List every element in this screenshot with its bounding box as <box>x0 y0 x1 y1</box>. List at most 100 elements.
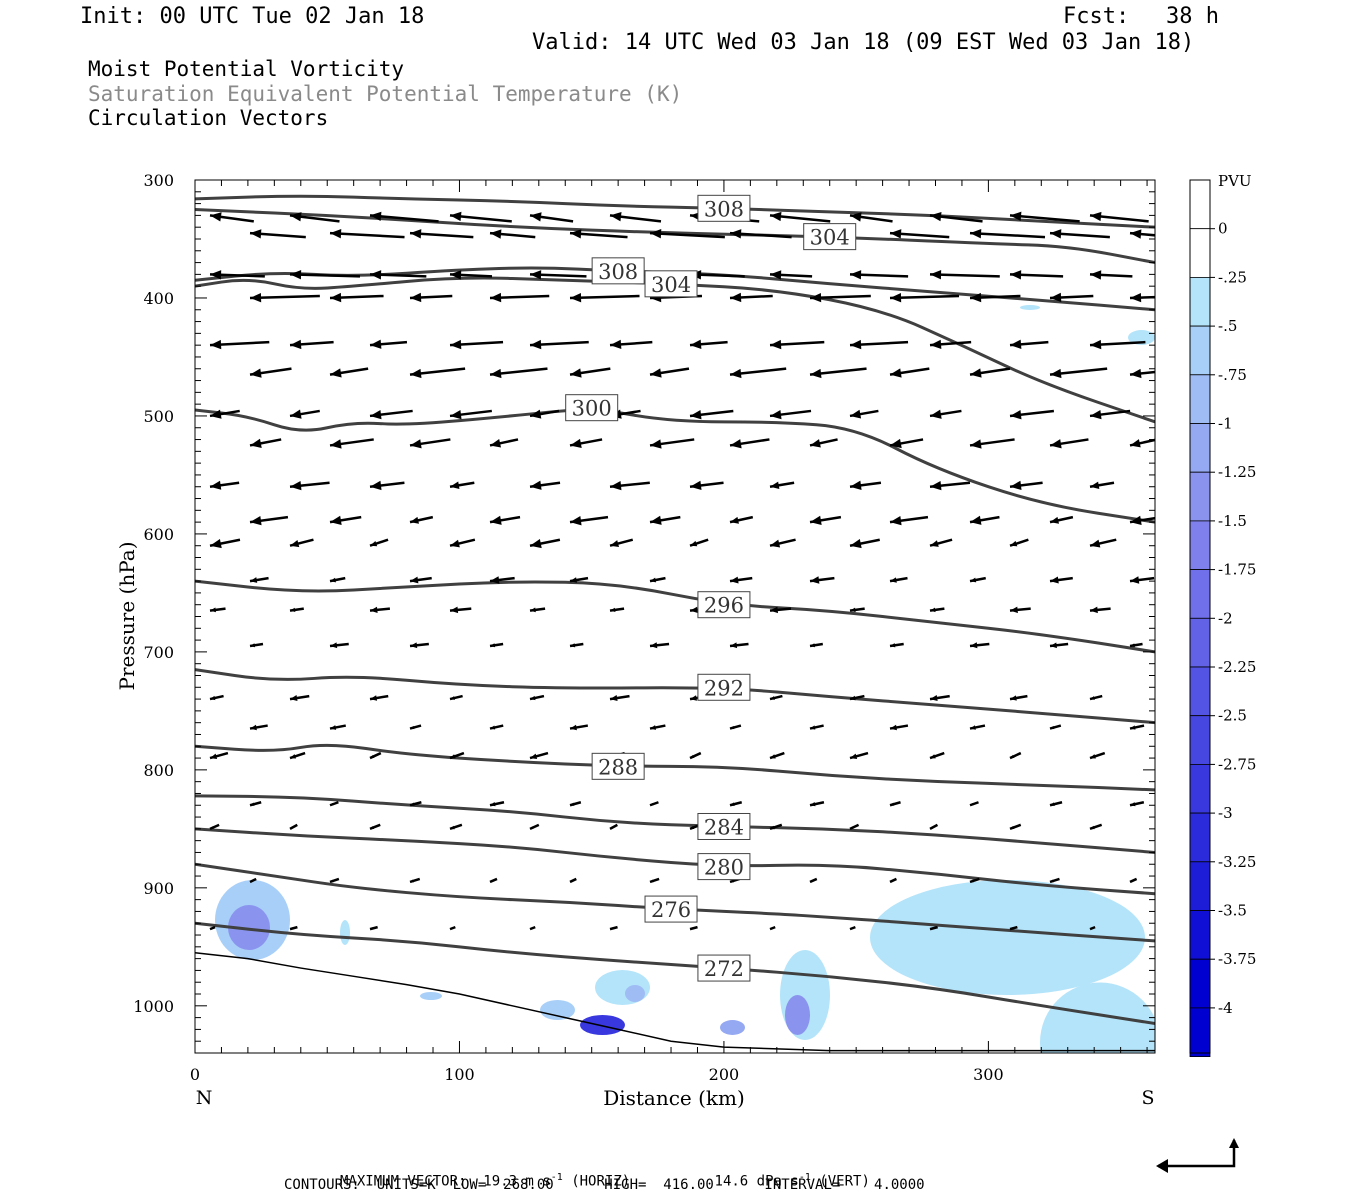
vector-head <box>690 927 693 930</box>
vector-head <box>810 725 816 730</box>
contour-label: 304 <box>651 273 691 297</box>
y-tick-label: 1000 <box>133 997 174 1016</box>
vector-head <box>570 724 577 731</box>
vector-head <box>690 339 702 349</box>
y-tick-label: 300 <box>143 171 174 190</box>
vector-head <box>570 516 582 526</box>
vector-head <box>250 577 258 583</box>
field-pv-title: Moist Potential Vorticity <box>88 57 405 81</box>
contour-label: 276 <box>651 898 691 922</box>
axis-ticks <box>194 179 1155 1054</box>
vector-shaft <box>569 294 640 300</box>
colorbar-bin <box>1189 423 1211 473</box>
vector-head <box>450 270 462 280</box>
vector-head <box>730 516 739 524</box>
vector-head <box>250 802 255 806</box>
vector-head <box>370 211 382 222</box>
vector-head <box>890 516 902 526</box>
vector-head <box>250 368 262 378</box>
colorbar-bin <box>1189 179 1211 230</box>
vector-head <box>450 696 455 700</box>
vector-head <box>890 577 897 583</box>
fcst-label: Fcst: <box>1063 4 1130 29</box>
vector-head <box>850 212 862 222</box>
vector-head <box>1090 270 1102 280</box>
terrain-surface <box>194 951 1155 1052</box>
y-tick-label: 700 <box>143 643 174 662</box>
vector-head <box>1090 606 1098 614</box>
contour-label: 308 <box>704 197 744 221</box>
vector-head <box>930 754 936 759</box>
vector-head <box>1090 825 1095 830</box>
pv-shade <box>1020 305 1040 310</box>
theta-contour <box>195 827 1155 896</box>
vector-head <box>330 642 338 649</box>
colorbar-label: -1 <box>1218 415 1233 433</box>
vector-head <box>210 927 213 930</box>
vector-head <box>370 339 382 349</box>
theta-contour <box>195 921 1155 1025</box>
vector-head <box>1050 879 1054 883</box>
contour-label: 292 <box>704 676 744 700</box>
contour-label: 284 <box>704 815 744 839</box>
pv-shade <box>625 985 645 1002</box>
vector-head <box>1010 410 1022 420</box>
vector-head <box>1130 576 1140 584</box>
vector-head <box>250 880 253 882</box>
vector-head <box>650 879 654 883</box>
vector-head <box>1050 229 1062 239</box>
contour-label: 288 <box>598 755 638 779</box>
vector-head <box>930 212 942 222</box>
vector-head <box>1050 368 1062 379</box>
contour-label-box <box>697 812 751 840</box>
vector-head <box>890 802 895 806</box>
vector-head <box>810 643 815 648</box>
vector-shaft <box>649 231 725 239</box>
vector-shaft <box>1009 214 1080 223</box>
vector-head <box>890 229 902 239</box>
x-tick-label: 300 <box>973 1065 1004 1084</box>
pv-shading <box>215 305 1155 1053</box>
theta-contour <box>195 862 1155 943</box>
vector-head <box>370 927 374 930</box>
vector-head <box>1130 368 1142 379</box>
colorbar-label: -.25 <box>1218 268 1247 286</box>
vector-head <box>770 409 782 420</box>
contour-label-box <box>697 194 751 222</box>
contour-label-box <box>644 895 698 923</box>
vector-head <box>690 540 698 547</box>
pv-shade <box>420 992 442 1000</box>
vector-head <box>450 927 453 930</box>
vector-head <box>1050 642 1057 649</box>
vector-head <box>490 643 496 648</box>
vector-head <box>530 212 542 222</box>
vector-head <box>490 576 500 584</box>
vector-head <box>1010 211 1022 221</box>
colorbar-bin <box>1189 958 1211 1009</box>
vector-head <box>530 753 538 759</box>
contour-label-box <box>565 394 619 422</box>
valid-time: Valid: 14 UTC Wed 03 Jan 18 (09 EST Wed … <box>532 30 1195 55</box>
vector-head <box>690 695 697 701</box>
y-tick-label: 900 <box>143 879 174 898</box>
vector-head <box>1130 643 1135 648</box>
vector-head <box>930 339 942 350</box>
vector-shaft <box>369 214 439 223</box>
vector-head <box>730 368 742 379</box>
vector-head <box>810 292 822 303</box>
vector-head <box>1130 802 1136 807</box>
vector-head <box>330 802 334 806</box>
vector-head <box>970 725 976 730</box>
vector-head <box>570 880 573 882</box>
vector-head <box>690 410 702 420</box>
vector-head <box>530 480 542 490</box>
vector-head <box>970 229 982 239</box>
vector-head <box>930 480 942 491</box>
vector-head <box>850 753 858 759</box>
vector-head <box>1090 754 1096 759</box>
contour-label-box <box>697 673 751 701</box>
vector-head <box>250 643 256 648</box>
vector-head <box>770 481 780 489</box>
pv-shade <box>1128 330 1155 345</box>
vector-head <box>1130 292 1142 303</box>
